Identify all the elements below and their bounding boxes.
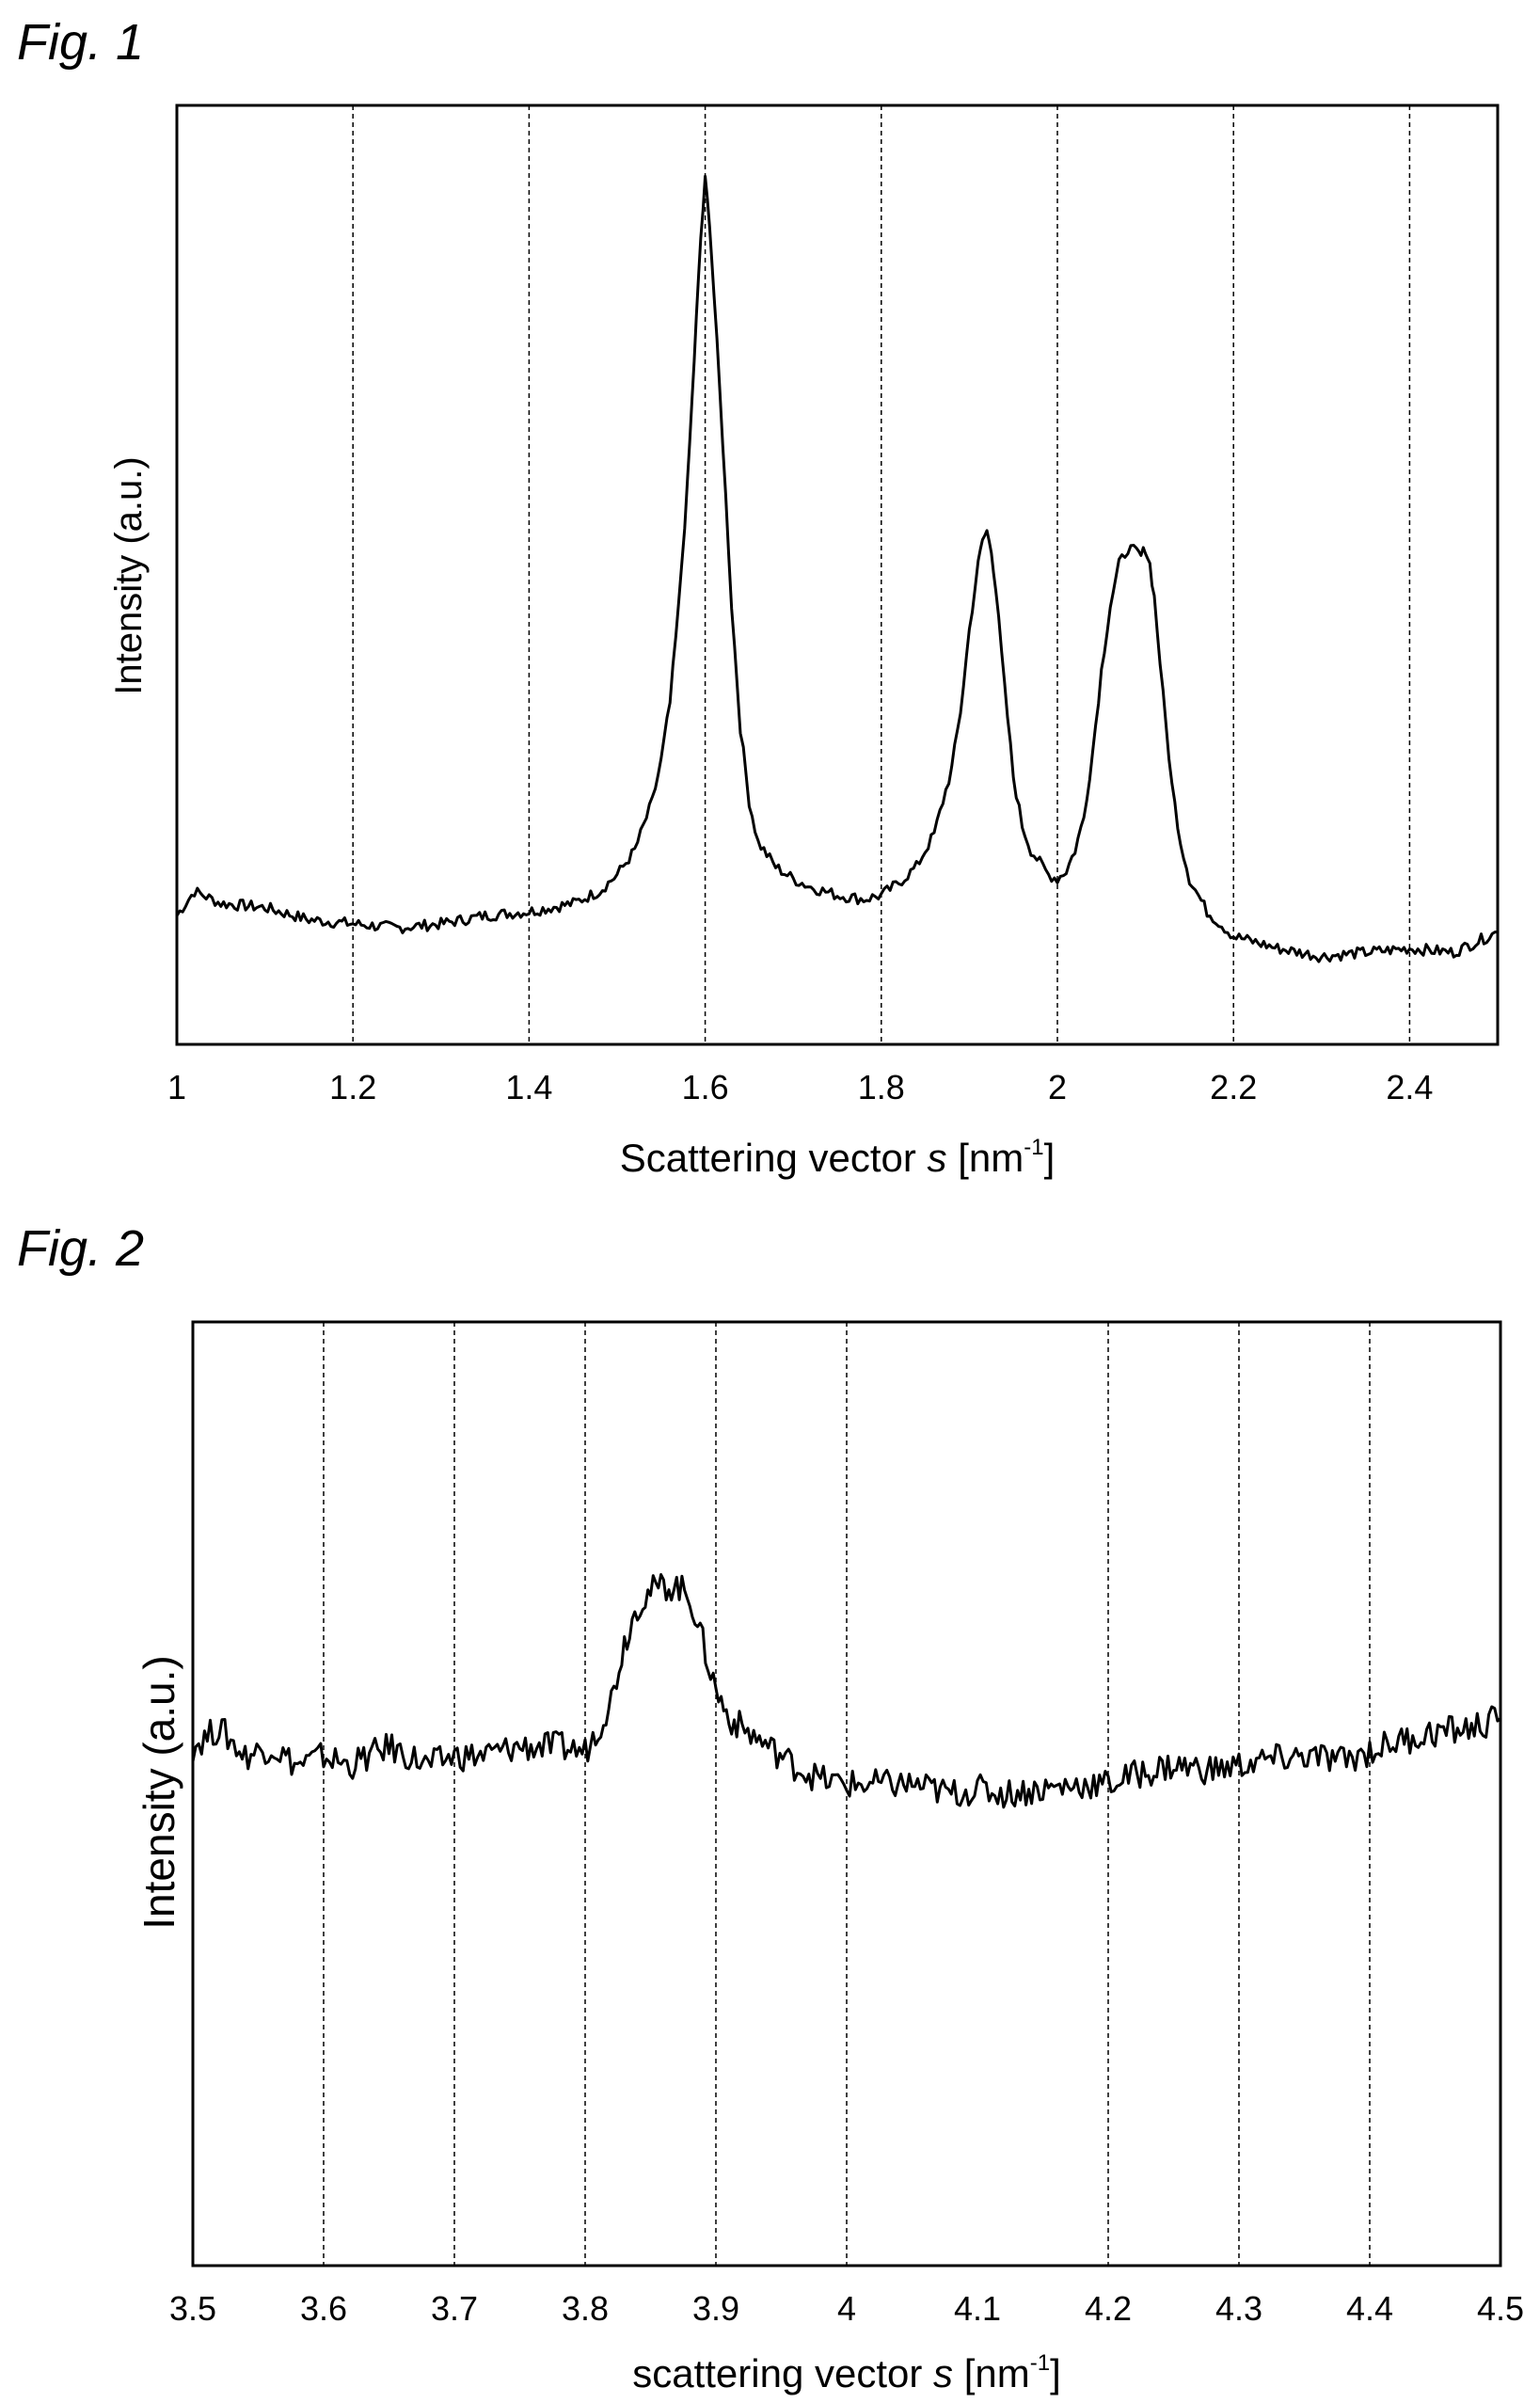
x-tick-label-9: 4.4 xyxy=(1346,2289,1393,2328)
series-line-0 xyxy=(191,1573,1502,1809)
x-tick-label-6: 4.1 xyxy=(954,2289,1001,2328)
x-tick-label-1: 3.6 xyxy=(300,2289,347,2328)
x-tick-label-3: 3.8 xyxy=(562,2289,609,2328)
plot-frame xyxy=(191,1320,1502,2268)
x-tick-label-0: 1 xyxy=(167,1068,186,1106)
figure-1-chart: 1 1.2 1.4 1.6 1.8 2 2.2 2.4 Scattering vector s … xyxy=(108,103,1500,1180)
y-axis-title: Intensity (a.u.) xyxy=(135,1655,183,1929)
x-tick-label-8: 4.3 xyxy=(1215,2289,1262,2328)
x-tick-label-1: 1.2 xyxy=(329,1068,376,1106)
x-axis-title: scattering vector s [nm-1] xyxy=(632,2350,1061,2395)
x-axis-title: Scattering vector s [nm-1] xyxy=(620,1135,1056,1180)
series-line-0 xyxy=(175,174,1498,963)
x-tick-label-2: 3.7 xyxy=(431,2289,478,2328)
figure-1-label: Fig. 1 xyxy=(17,14,145,71)
x-tick-label-2: 1.4 xyxy=(505,1068,552,1106)
x-tick-label-6: 2.2 xyxy=(1210,1068,1257,1106)
plot-frame xyxy=(175,103,1500,1046)
x-tick-label-4: 1.8 xyxy=(858,1068,905,1106)
x-tick-label-5: 2 xyxy=(1048,1068,1067,1106)
x-tick-label-10: 4.5 xyxy=(1477,2289,1524,2328)
x-tick-label-7: 4.2 xyxy=(1085,2289,1132,2328)
figure-2-label: Fig. 2 xyxy=(17,1220,145,1277)
x-tick-label-7: 2.4 xyxy=(1386,1068,1433,1106)
x-tick-label-5: 4 xyxy=(837,2289,856,2328)
x-tick-label-4: 3.9 xyxy=(692,2289,739,2328)
x-tick-label-3: 1.6 xyxy=(682,1068,729,1106)
y-axis-title: Intensity (a.u.) xyxy=(108,456,150,694)
x-tick-label-0: 3.5 xyxy=(169,2289,216,2328)
